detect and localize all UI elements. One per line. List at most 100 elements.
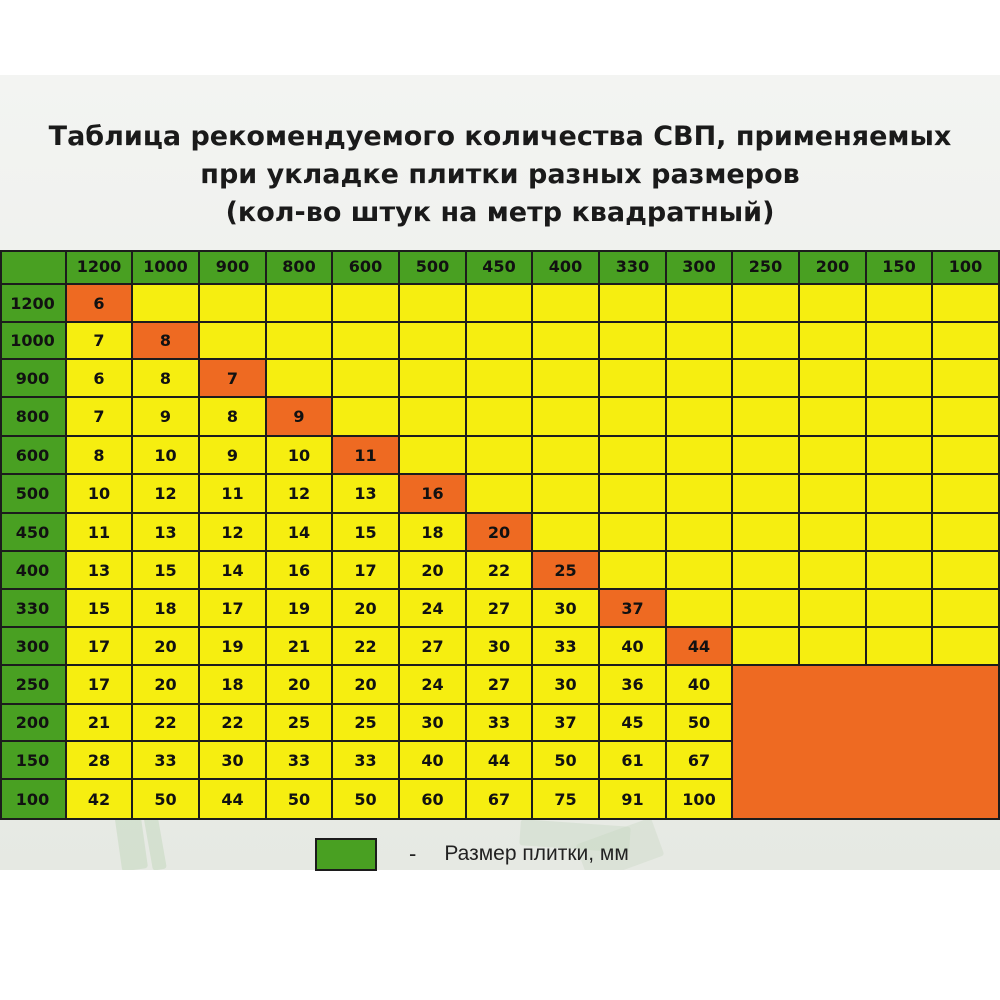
empty-cell <box>867 437 933 475</box>
table-cell: 19 <box>267 590 333 628</box>
empty-cell <box>200 323 267 360</box>
legend: - Размер плитки, мм <box>315 836 629 872</box>
table-cell: 9 <box>200 437 267 475</box>
empty-cell <box>533 437 600 475</box>
empty-cell <box>667 437 733 475</box>
empty-cell <box>800 323 867 360</box>
empty-cell <box>467 398 533 437</box>
table-cell: 10 <box>133 437 200 475</box>
highlight-block <box>733 666 1000 820</box>
empty-cell <box>667 514 733 552</box>
table-cell: 20 <box>133 666 200 705</box>
title-line-3: (кол-во штук на метр квадратный) <box>225 197 775 228</box>
empty-cell <box>733 514 800 552</box>
table-cell: 17 <box>333 552 400 590</box>
table-cell: 42 <box>67 780 133 820</box>
table-cell: 15 <box>133 552 200 590</box>
table-cell: 11 <box>200 475 267 514</box>
table-cell: 8 <box>200 398 267 437</box>
empty-cell <box>600 285 667 323</box>
table-cell: 44 <box>467 742 533 780</box>
empty-cell <box>800 398 867 437</box>
table-cell: 20 <box>333 666 400 705</box>
empty-cell <box>733 398 800 437</box>
row-header: 1200 <box>0 285 67 323</box>
row-header: 200 <box>0 705 67 742</box>
table-cell: 17 <box>200 590 267 628</box>
empty-cell <box>933 514 1000 552</box>
table-cell: 50 <box>267 780 333 820</box>
table-cell: 24 <box>400 590 467 628</box>
table-cell: 33 <box>333 742 400 780</box>
table-cell: 17 <box>67 666 133 705</box>
table-cell: 28 <box>67 742 133 780</box>
table-cell: 19 <box>200 628 267 666</box>
table-cell: 7 <box>67 398 133 437</box>
empty-cell <box>333 323 400 360</box>
empty-cell <box>600 552 667 590</box>
empty-cell <box>667 360 733 398</box>
empty-cell <box>867 552 933 590</box>
empty-cell <box>667 285 733 323</box>
table-cell: 33 <box>533 628 600 666</box>
column-header: 500 <box>400 250 467 285</box>
diagonal-cell: 37 <box>600 590 667 628</box>
table-cell: 13 <box>133 514 200 552</box>
empty-cell <box>667 590 733 628</box>
table-cell: 30 <box>400 705 467 742</box>
empty-cell <box>800 514 867 552</box>
column-header: 200 <box>800 250 867 285</box>
row-header: 800 <box>0 398 67 437</box>
empty-cell <box>267 285 333 323</box>
diagonal-cell: 16 <box>400 475 467 514</box>
column-header: 1000 <box>133 250 200 285</box>
column-header: 400 <box>533 250 600 285</box>
table-cell: 20 <box>400 552 467 590</box>
table-cell: 9 <box>133 398 200 437</box>
table-cell: 13 <box>67 552 133 590</box>
diagonal-cell: 9 <box>267 398 333 437</box>
title-line-1: Таблица рекомендуемого количества СВП, п… <box>48 121 952 152</box>
table-cell: 40 <box>667 666 733 705</box>
empty-cell <box>600 323 667 360</box>
diagonal-cell: 6 <box>67 285 133 323</box>
table-cell: 67 <box>667 742 733 780</box>
empty-cell <box>533 514 600 552</box>
table-cell: 91 <box>600 780 667 820</box>
empty-cell <box>400 398 467 437</box>
table-cell: 20 <box>333 590 400 628</box>
empty-cell <box>600 514 667 552</box>
empty-cell <box>333 360 400 398</box>
table-cell: 45 <box>600 705 667 742</box>
table-cell: 18 <box>133 590 200 628</box>
empty-cell <box>733 285 800 323</box>
empty-cell <box>667 475 733 514</box>
empty-cell <box>733 323 800 360</box>
empty-cell <box>733 360 800 398</box>
row-header: 150 <box>0 742 67 780</box>
row-header: 400 <box>0 552 67 590</box>
row-header: 900 <box>0 360 67 398</box>
table-cell: 20 <box>267 666 333 705</box>
table-cell: 15 <box>67 590 133 628</box>
row-header: 250 <box>0 666 67 705</box>
table-cell: 27 <box>400 628 467 666</box>
table-cell: 33 <box>467 705 533 742</box>
table-cell: 22 <box>200 705 267 742</box>
table-cell: 8 <box>133 360 200 398</box>
table-cell: 10 <box>67 475 133 514</box>
diagonal-cell: 25 <box>533 552 600 590</box>
column-header: 250 <box>733 250 800 285</box>
empty-cell <box>933 360 1000 398</box>
empty-cell <box>800 285 867 323</box>
row-header: 500 <box>0 475 67 514</box>
table-cell: 22 <box>133 705 200 742</box>
table-cell: 30 <box>467 628 533 666</box>
table-cell: 12 <box>133 475 200 514</box>
page-title: Таблица рекомендуемого количества СВП, п… <box>0 118 1000 232</box>
empty-cell <box>867 514 933 552</box>
table-cell: 60 <box>400 780 467 820</box>
table-cell: 21 <box>67 705 133 742</box>
column-header: 600 <box>333 250 400 285</box>
empty-cell <box>867 628 933 666</box>
